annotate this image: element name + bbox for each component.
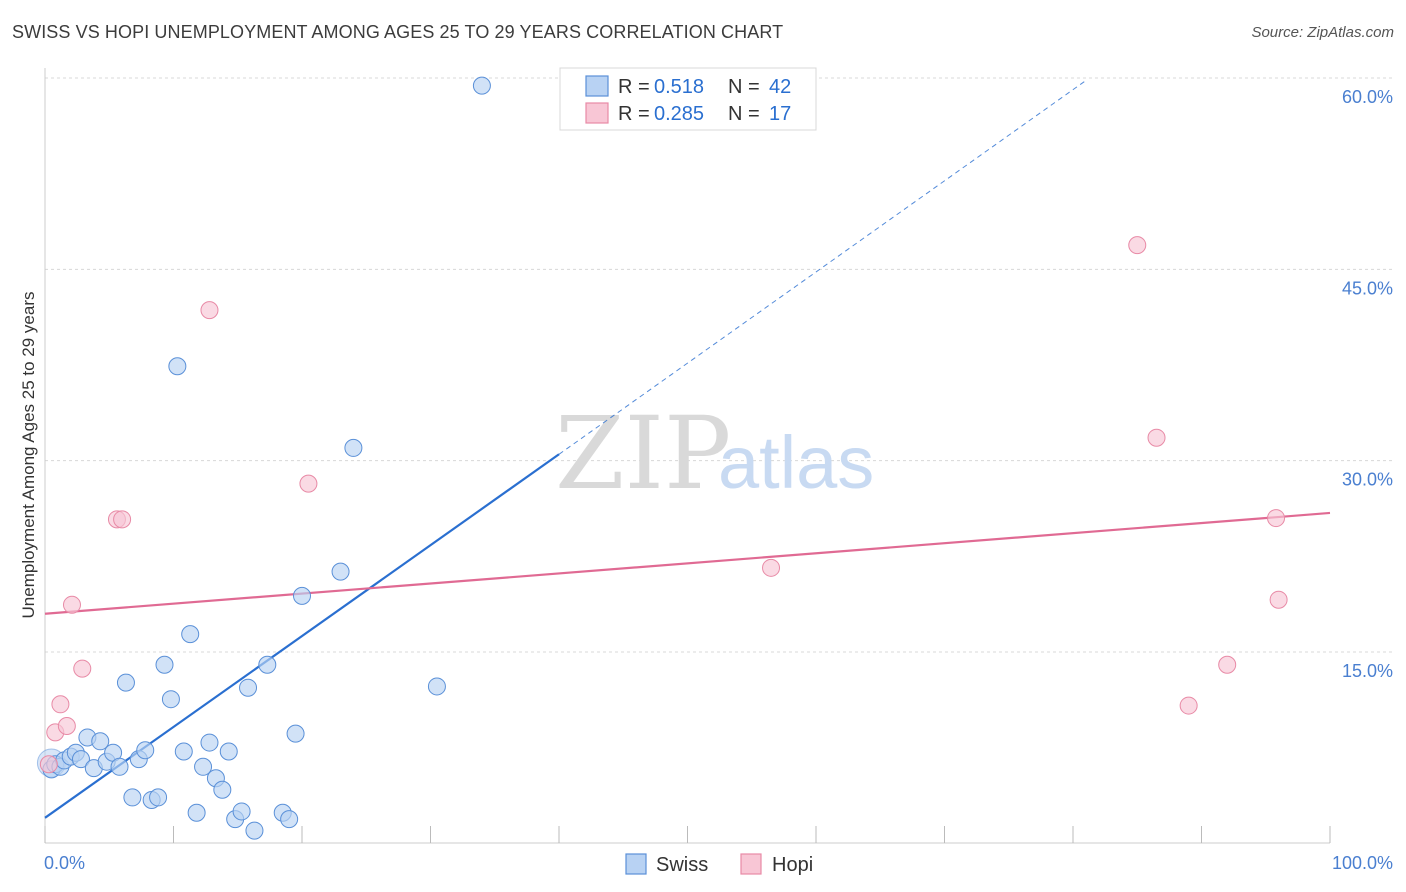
- chart-title: SWISS VS HOPI UNEMPLOYMENT AMONG AGES 25…: [12, 22, 784, 42]
- hopi-point-5: [73, 659, 92, 678]
- legend-n-value-swiss: 42: [769, 76, 791, 98]
- y-tick-label-1: 30.0%: [1342, 470, 1393, 490]
- tick-labels: 15.0% 30.0% 45.0% 60.0% 0.0% 100.0%: [44, 87, 1393, 873]
- swiss-point-29: [219, 742, 238, 761]
- legend-r-value-swiss: 0.518: [654, 76, 704, 98]
- swiss-point-24: [187, 803, 206, 822]
- swiss-point-28: [213, 780, 232, 799]
- legend-n-label-hopi: N =: [728, 103, 760, 125]
- y-tick-label-3: 60.0%: [1342, 87, 1393, 107]
- swiss-point-37: [286, 724, 305, 743]
- swiss-point-12: [110, 757, 129, 776]
- bottom-legend-swiss: Swiss: [656, 854, 708, 876]
- source-credit: Source: ZipAtlas.com: [1251, 24, 1394, 41]
- hopi-point-8: [200, 301, 219, 320]
- legend-r-label-hopi: R =: [618, 103, 650, 125]
- swiss-point-40: [344, 438, 363, 457]
- swiss-point-32: [239, 678, 258, 697]
- swiss-point-33: [245, 821, 264, 840]
- legend-box: R = 0.518 N = 42 R = 0.285 N = 17: [559, 67, 817, 131]
- swiss-point-18: [149, 788, 168, 807]
- hopi-point-3: [57, 716, 76, 735]
- data-points: [36, 76, 1288, 840]
- swiss-point-20: [161, 690, 180, 709]
- hopi-point-16: [1269, 590, 1288, 609]
- hopi-point-11: [1128, 236, 1147, 255]
- swiss-point-13: [116, 673, 135, 692]
- bottom-legend-hopi: Hopi: [772, 854, 813, 876]
- bottom-legend-swatch-swiss: [625, 853, 647, 875]
- swiss-point-21: [168, 357, 187, 376]
- axes-layer: [44, 68, 1331, 844]
- hopi-point-0: [39, 755, 58, 774]
- swiss-point-25: [194, 757, 213, 776]
- hopi-point-9: [299, 474, 318, 493]
- legend-n-value-hopi: 17: [769, 103, 791, 125]
- swiss-point-34: [258, 655, 277, 674]
- watermark-atlas: atlas: [718, 421, 874, 504]
- swiss-point-31: [232, 802, 251, 821]
- hopi-point-14: [1218, 655, 1237, 674]
- hopi-point-15: [1267, 509, 1286, 528]
- swiss-point-42: [472, 76, 491, 95]
- hopi-point-12: [1147, 428, 1166, 447]
- swiss-point-38: [293, 586, 311, 605]
- bottom-legend: Swiss Hopi: [625, 853, 813, 876]
- swiss-point-36: [280, 810, 299, 829]
- watermark: ZIP atlas: [555, 395, 874, 512]
- swiss-point-16: [136, 741, 155, 760]
- x-tick-label-1: 100.0%: [1332, 853, 1393, 873]
- y-tick-label-0: 15.0%: [1342, 661, 1393, 681]
- legend-swatch-swiss: [585, 75, 609, 97]
- swiss-point-19: [155, 655, 174, 674]
- swiss-point-14: [123, 788, 142, 807]
- legend-r-label-swiss: R =: [618, 76, 650, 98]
- hopi-point-4: [62, 595, 81, 614]
- swiss-point-9: [91, 732, 110, 751]
- legend-n-label-swiss: N =: [728, 76, 760, 98]
- swiss-point-26: [200, 733, 219, 752]
- hopi-point-7: [113, 510, 132, 529]
- bottom-legend-swatch-hopi: [740, 853, 762, 875]
- legend-r-value-hopi: 0.285: [654, 103, 704, 125]
- swiss-point-6: [71, 750, 90, 769]
- grid-layer: [45, 77, 1395, 653]
- x-tick-label-0: 0.0%: [44, 853, 85, 873]
- swiss-point-39: [331, 562, 350, 581]
- watermark-zip: ZIP: [555, 395, 731, 512]
- hopi-point-10: [762, 558, 781, 577]
- y-axis-label: Unemployment Among Ages 25 to 29 years: [19, 292, 38, 619]
- swiss-point-41: [427, 677, 446, 696]
- hopi-point-13: [1179, 696, 1198, 715]
- swiss-point-23: [181, 625, 200, 644]
- hopi-point-2: [51, 695, 70, 714]
- hopi-trend-line: [44, 511, 1331, 615]
- legend-swatch-hopi: [585, 102, 609, 124]
- swiss-point-22: [174, 742, 193, 761]
- y-tick-label-2: 45.0%: [1342, 278, 1393, 298]
